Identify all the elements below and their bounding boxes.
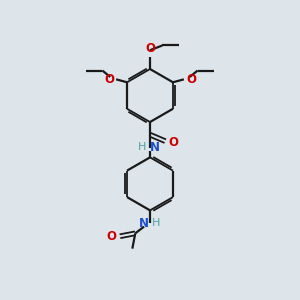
Text: O: O [104, 73, 114, 86]
Text: O: O [169, 136, 179, 149]
Text: N: N [139, 217, 148, 230]
Text: O: O [145, 43, 155, 56]
Text: H: H [152, 218, 160, 228]
Text: O: O [186, 73, 196, 86]
Text: H: H [138, 142, 146, 152]
Text: N: N [150, 141, 160, 154]
Text: O: O [106, 230, 116, 243]
